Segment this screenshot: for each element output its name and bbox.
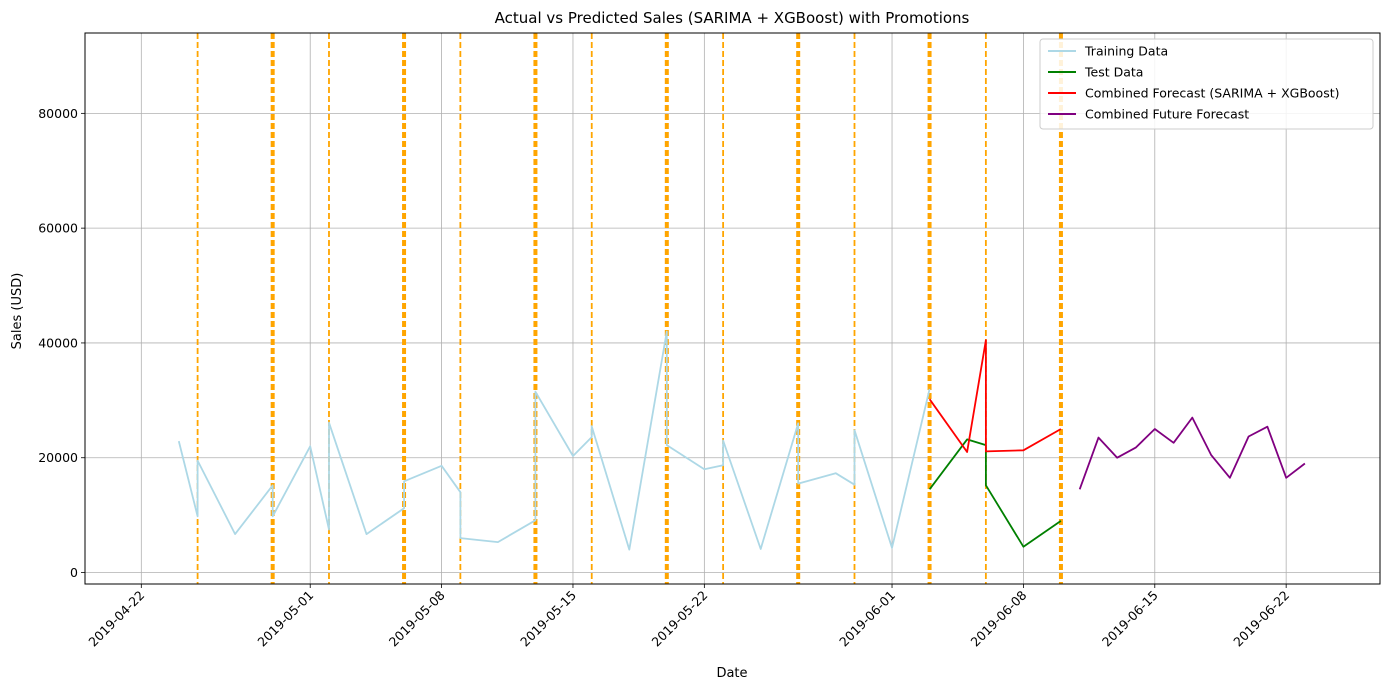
series-line-1 [928, 438, 1062, 548]
series-line-2 [928, 339, 1062, 453]
series-line-0 [177, 330, 931, 551]
y-tick-label: 0 [70, 565, 78, 580]
legend: Training Data Test Data Combined Forecast … [1039, 38, 1374, 130]
y-tick-label: 60000 [38, 221, 78, 236]
legend-label-1: Test Data [1084, 65, 1143, 80]
promotion-lines [196, 33, 1063, 584]
x-tick-label: 2019-06-01 [836, 588, 898, 650]
x-tick-label: 2019-05-08 [386, 587, 448, 649]
chart-title: Actual vs Predicted Sales (SARIMA + XGBo… [495, 9, 970, 27]
x-tick-label: 2019-05-22 [648, 588, 710, 650]
legend-label-3: Combined Future Forecast [1085, 107, 1249, 122]
x-tick-label: 2019-04-22 [85, 588, 147, 650]
plot-frame [84, 32, 1381, 585]
y-tick-label: 20000 [38, 450, 78, 465]
series-line-3 [1078, 416, 1306, 490]
y-tick-label: 40000 [38, 335, 78, 350]
x-tick-label: 2019-05-01 [254, 588, 316, 650]
legend-box [1039, 38, 1374, 130]
series-lines [177, 330, 1306, 551]
legend-label-2: Combined Forecast (SARIMA + XGBoost) [1085, 86, 1339, 101]
legend-label-0: Training Data [1084, 44, 1168, 59]
x-tick-label: 2019-05-15 [517, 588, 579, 650]
x-tick-label: 2019-06-22 [1230, 588, 1292, 650]
x-axis-label: Date [716, 666, 747, 681]
x-tick-label: 2019-06-08 [968, 587, 1030, 649]
y-tick-label: 80000 [38, 106, 78, 121]
x-tick-label: 2019-06-15 [1099, 588, 1161, 650]
y-axis-label: Sales (USD) [10, 273, 25, 350]
